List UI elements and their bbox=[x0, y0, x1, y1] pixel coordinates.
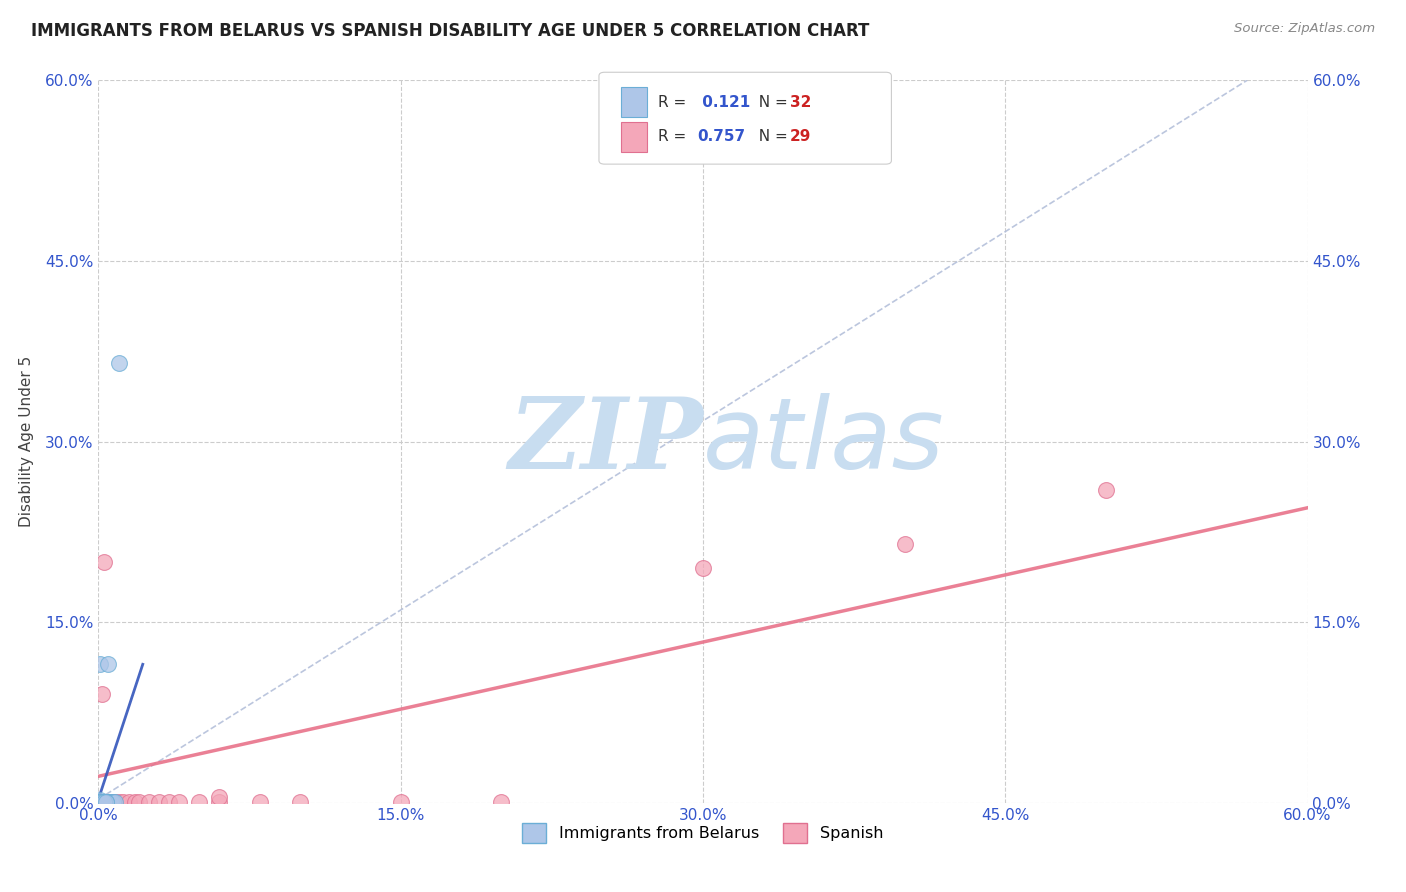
Point bbox=[188, 795, 211, 809]
Point bbox=[288, 795, 311, 809]
Point bbox=[91, 795, 114, 809]
Y-axis label: Disability Age Under 5: Disability Age Under 5 bbox=[18, 356, 34, 527]
Text: ZIP: ZIP bbox=[508, 393, 703, 490]
Point bbox=[208, 795, 231, 809]
Point bbox=[97, 795, 120, 809]
Text: Source: ZipAtlas.com: Source: ZipAtlas.com bbox=[1234, 22, 1375, 36]
Point bbox=[96, 795, 118, 809]
Point bbox=[93, 795, 115, 809]
Point bbox=[107, 356, 129, 370]
Point bbox=[103, 795, 125, 809]
Point bbox=[93, 555, 115, 569]
Point bbox=[91, 795, 114, 809]
Point bbox=[91, 795, 114, 809]
Point bbox=[101, 795, 124, 809]
Point bbox=[389, 795, 412, 809]
Point bbox=[893, 537, 915, 551]
Point bbox=[97, 795, 120, 809]
Text: 0.121: 0.121 bbox=[697, 95, 751, 110]
Point bbox=[91, 795, 114, 809]
Point bbox=[138, 795, 160, 809]
Text: 0.757: 0.757 bbox=[697, 129, 745, 145]
Point bbox=[89, 657, 111, 672]
Point bbox=[93, 795, 115, 809]
Point bbox=[89, 795, 111, 809]
Point bbox=[89, 795, 111, 809]
Point bbox=[208, 789, 231, 804]
Point bbox=[249, 795, 271, 809]
Point bbox=[107, 795, 129, 809]
Point bbox=[93, 795, 115, 809]
Point bbox=[100, 795, 122, 809]
Text: atlas: atlas bbox=[703, 393, 945, 490]
Point bbox=[89, 795, 111, 809]
Point bbox=[96, 795, 118, 809]
Point bbox=[167, 795, 190, 809]
Point bbox=[89, 795, 111, 809]
Point bbox=[91, 795, 114, 809]
Point bbox=[93, 795, 115, 809]
Point bbox=[91, 687, 114, 701]
Point bbox=[89, 795, 111, 809]
Point bbox=[91, 795, 114, 809]
Point bbox=[101, 795, 124, 809]
Point bbox=[93, 795, 115, 809]
Point bbox=[91, 795, 114, 809]
Point bbox=[124, 795, 146, 809]
Point bbox=[89, 795, 111, 809]
Point bbox=[148, 795, 170, 809]
Point bbox=[118, 795, 141, 809]
Legend: Immigrants from Belarus, Spanish: Immigrants from Belarus, Spanish bbox=[516, 817, 890, 849]
Text: 29: 29 bbox=[790, 129, 811, 145]
Point bbox=[93, 795, 115, 809]
Point bbox=[96, 795, 118, 809]
Point bbox=[128, 795, 150, 809]
Point bbox=[96, 795, 118, 809]
Point bbox=[692, 561, 714, 575]
Point bbox=[91, 795, 114, 809]
Text: R =: R = bbox=[658, 95, 692, 110]
Point bbox=[491, 795, 513, 809]
Point bbox=[89, 793, 111, 807]
Text: R =: R = bbox=[658, 129, 692, 145]
Text: N =: N = bbox=[749, 129, 793, 145]
Point bbox=[1095, 483, 1118, 497]
Point bbox=[93, 795, 115, 809]
Text: IMMIGRANTS FROM BELARUS VS SPANISH DISABILITY AGE UNDER 5 CORRELATION CHART: IMMIGRANTS FROM BELARUS VS SPANISH DISAB… bbox=[31, 22, 869, 40]
Point bbox=[89, 795, 111, 809]
Point bbox=[97, 657, 120, 672]
Point bbox=[89, 795, 111, 809]
Text: N =: N = bbox=[749, 95, 793, 110]
Point bbox=[100, 795, 122, 809]
Point bbox=[97, 795, 120, 809]
Point bbox=[157, 795, 180, 809]
Text: 32: 32 bbox=[790, 95, 811, 110]
Point bbox=[111, 795, 134, 809]
Point bbox=[103, 795, 125, 809]
